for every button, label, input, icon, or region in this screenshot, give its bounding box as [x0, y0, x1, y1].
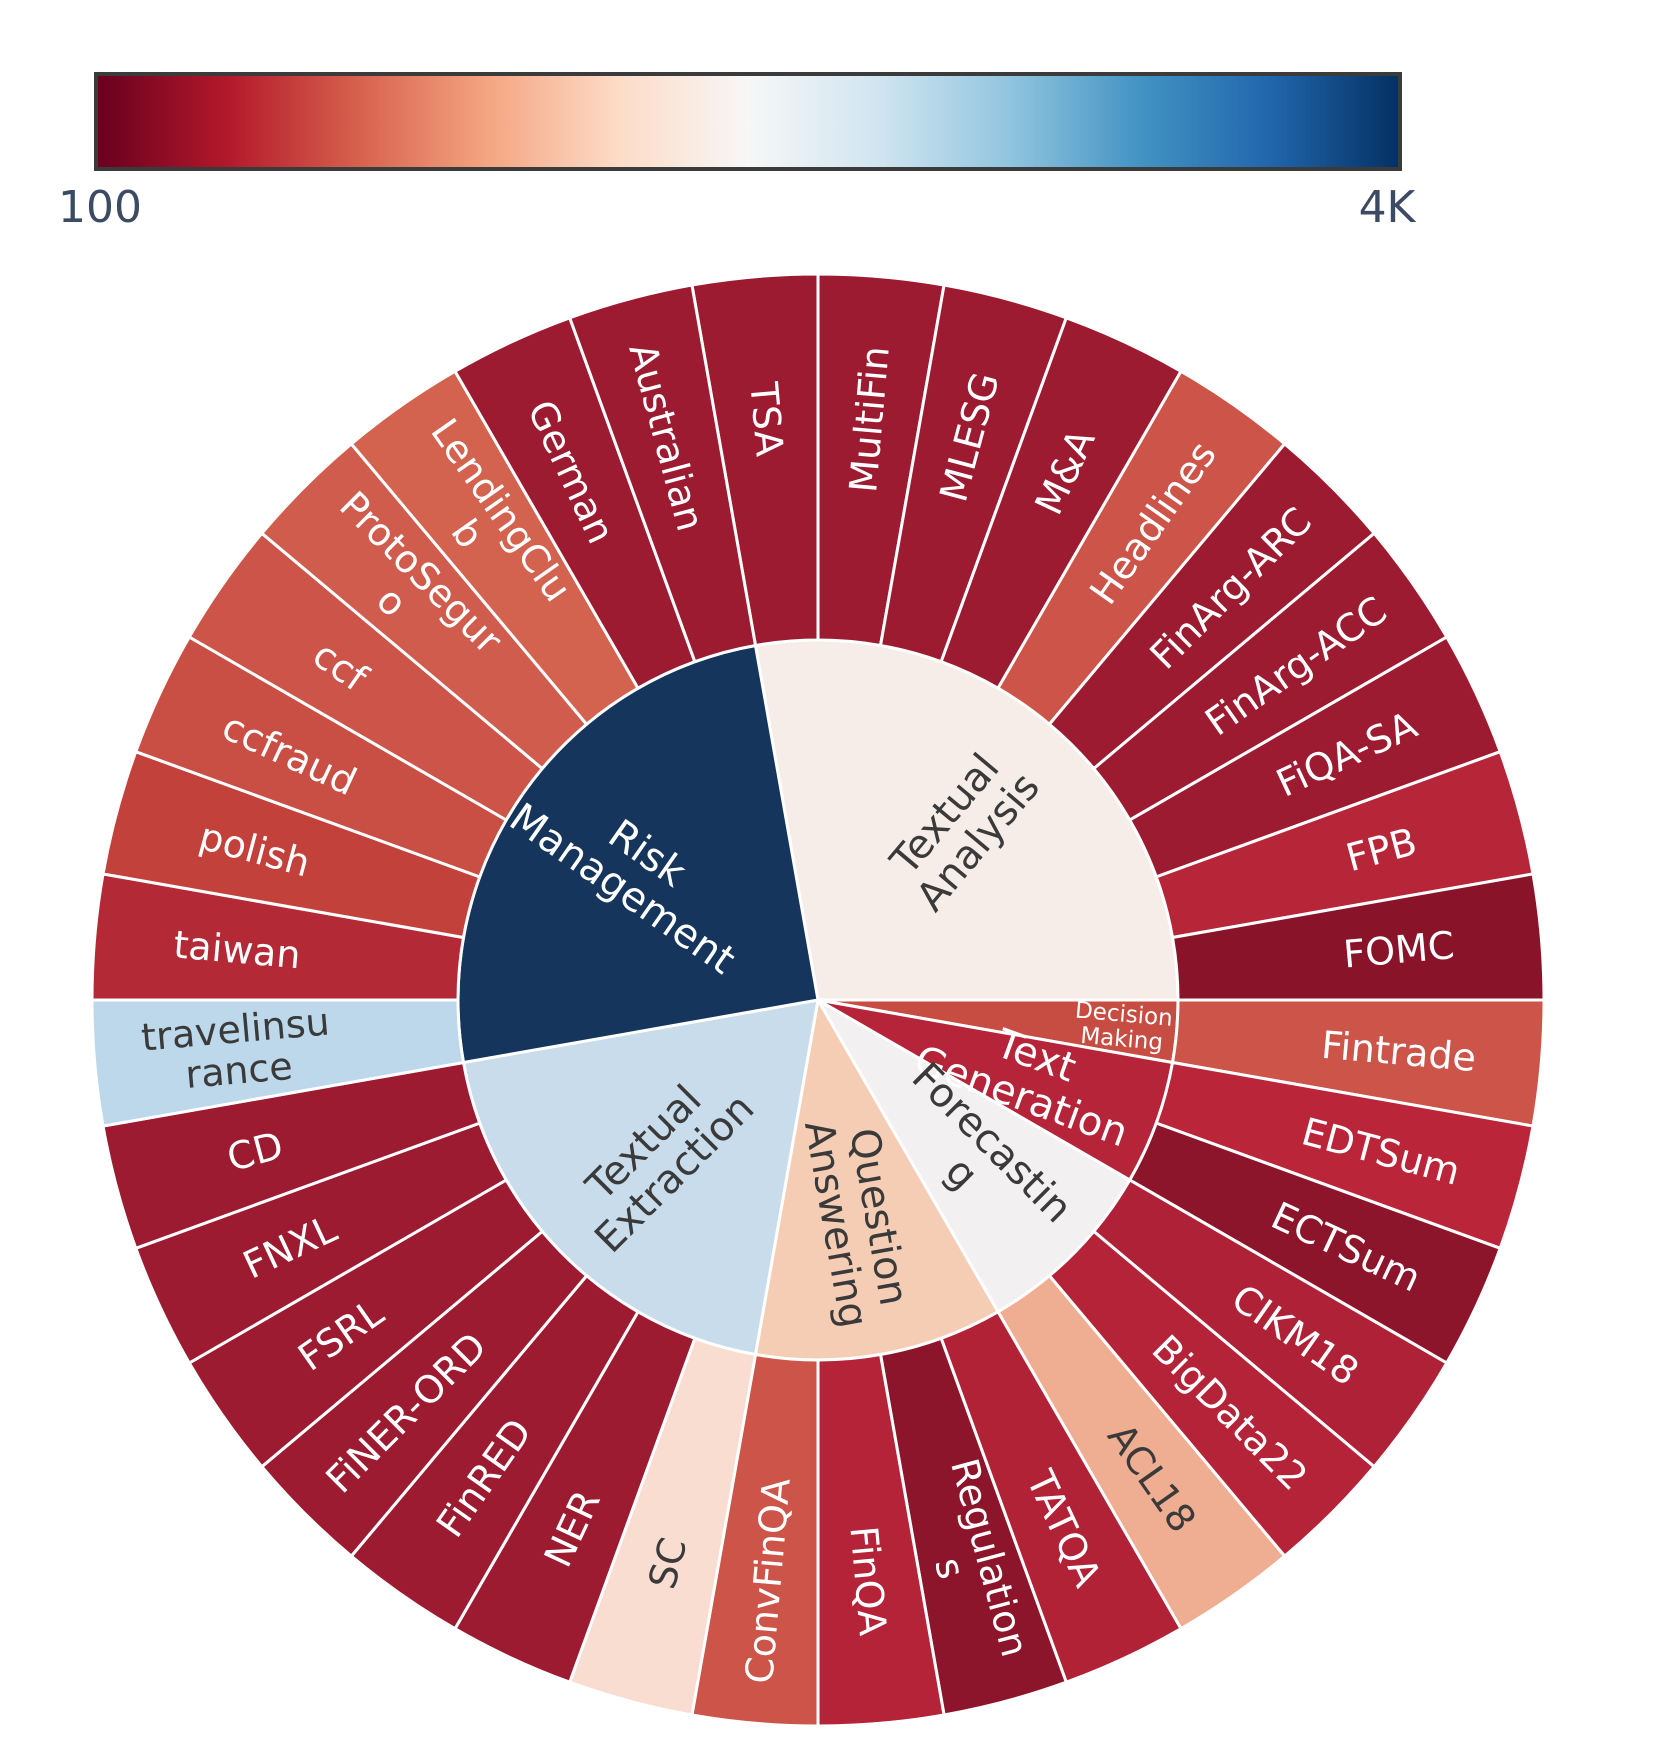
category-label-decision-making: DecisionMaking	[1072, 997, 1174, 1056]
colorbar-max-label: 4K	[1359, 182, 1417, 233]
colorbar-gradient-bar	[94, 72, 1402, 171]
colorbar-min-label: 100	[58, 182, 142, 233]
segment-label-travelinsurance: travelinsurance	[139, 999, 334, 1100]
segment-label-tsa: TSA	[741, 379, 791, 458]
segment-australian	[568, 283, 757, 664]
colorbar: 100 4K	[58, 72, 1417, 233]
segment-label-finqa: FinQA	[841, 1524, 894, 1637]
segment-label-fomc: FOMC	[1342, 923, 1457, 977]
